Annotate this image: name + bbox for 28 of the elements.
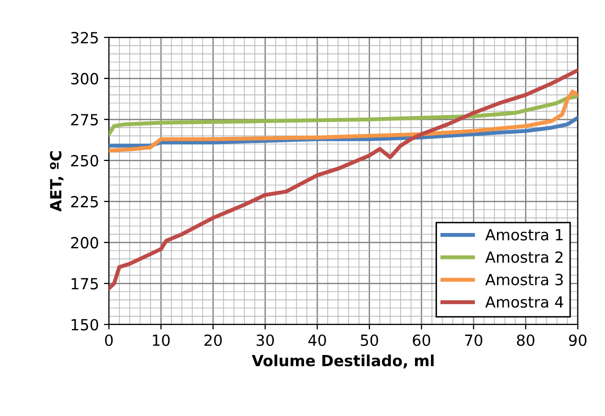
- x-tick-label: 10: [152, 334, 170, 346]
- legend-label: Amostra 4: [485, 296, 564, 308]
- line-series: [108, 90, 578, 153]
- x-tick-label: 80: [516, 334, 534, 346]
- line-series: [108, 116, 578, 148]
- y-tick-label: 250: [71, 154, 98, 166]
- x-tick-label: 20: [204, 334, 222, 346]
- x-axis-title: Volume Destilado, ml: [252, 354, 434, 368]
- legend-label: Amostra 3: [485, 274, 563, 286]
- y-tick-label: 200: [71, 236, 98, 248]
- y-tick-label: 150: [72, 318, 98, 330]
- x-tick-label: 50: [360, 334, 378, 346]
- y-tick-label: 300: [71, 72, 98, 84]
- line-series: [108, 68, 578, 290]
- x-tick-label: 30: [256, 334, 274, 346]
- x-tick-label: 0: [105, 334, 113, 346]
- line-series: [108, 94, 578, 136]
- y-tick-label: 175: [72, 278, 98, 290]
- x-tick-label: 90: [569, 334, 586, 346]
- y-axis-title: AET, ºC: [50, 151, 64, 212]
- y-tick-label: 225: [71, 196, 98, 208]
- x-tick-label: 70: [465, 334, 482, 346]
- x-tick-label: 60: [412, 334, 430, 346]
- x-tick-label: 40: [308, 334, 326, 346]
- legend-label: Amostra 1: [485, 229, 563, 240]
- y-tick-label: 325: [71, 32, 98, 44]
- y-tick-label: 275: [71, 114, 98, 126]
- legend-label: Amostra 2: [485, 251, 562, 263]
